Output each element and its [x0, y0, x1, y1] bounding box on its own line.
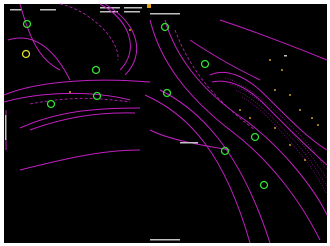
drawing-canvas[interactable] [4, 4, 327, 243]
cad-viewport [0, 0, 330, 246]
